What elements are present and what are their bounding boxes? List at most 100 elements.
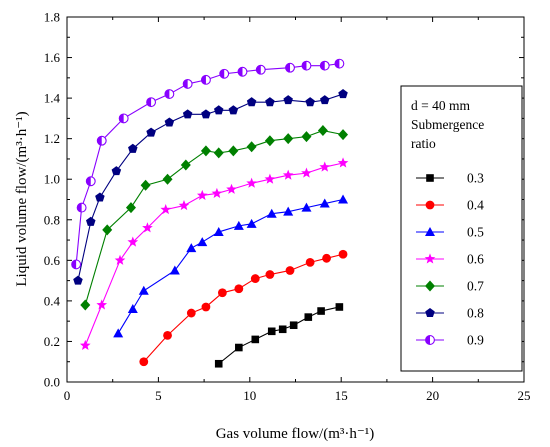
- data-point: [139, 357, 149, 367]
- series-0.7: [80, 125, 349, 311]
- series-0.9: [71, 58, 345, 270]
- legend-marker: [425, 308, 435, 318]
- data-point: [246, 97, 257, 107]
- data-point: [201, 302, 211, 312]
- data-point: [264, 135, 275, 147]
- data-point: [102, 224, 113, 236]
- data-point: [301, 131, 312, 143]
- legend-entry: 0.7: [416, 279, 484, 294]
- data-point: [338, 129, 349, 141]
- legend-marker: [425, 227, 435, 236]
- data-point: [255, 64, 266, 75]
- x-tick-label: 25: [518, 388, 531, 403]
- legend-label: 0.9: [467, 333, 484, 348]
- data-point: [169, 265, 180, 275]
- series-0.4: [139, 249, 348, 367]
- data-point: [71, 259, 82, 270]
- data-point: [213, 147, 224, 159]
- data-point: [95, 192, 105, 202]
- y-tick-label: 0.6: [44, 253, 61, 268]
- data-point: [265, 270, 275, 279]
- data-point: [301, 167, 312, 178]
- data-point: [234, 284, 244, 294]
- data-point: [289, 321, 298, 330]
- data-point: [211, 187, 223, 198]
- legend-marker: [425, 335, 435, 345]
- data-point: [251, 335, 260, 344]
- legend-marker: [426, 174, 434, 182]
- legend-label: 0.6: [467, 252, 484, 267]
- data-point: [301, 202, 312, 212]
- legend-title-line: Submergence: [411, 117, 484, 132]
- series-0.5: [113, 194, 349, 338]
- data-point: [164, 117, 175, 127]
- series-line: [84, 129, 344, 306]
- y-axis-label: Liquid volume flow/(m³·h⁻¹): [14, 111, 30, 286]
- data-point: [73, 275, 83, 285]
- data-point: [228, 145, 239, 157]
- data-point: [264, 173, 276, 184]
- data-point: [186, 308, 196, 318]
- data-point: [200, 145, 211, 157]
- data-point: [304, 313, 313, 321]
- data-point: [319, 60, 330, 71]
- data-point: [283, 133, 294, 145]
- data-point: [266, 208, 277, 218]
- data-point: [182, 109, 193, 119]
- y-tick-label: 0.4: [44, 293, 61, 308]
- data-point: [164, 89, 175, 100]
- data-point: [186, 243, 197, 253]
- data-point: [142, 222, 153, 233]
- x-tick-label: 5: [155, 388, 162, 403]
- legend-label: 0.5: [467, 225, 484, 240]
- legend-entry: 0.4: [416, 198, 484, 213]
- data-point: [319, 161, 331, 172]
- data-point: [111, 166, 122, 176]
- legend-entry: 0.8: [416, 306, 484, 321]
- data-point: [285, 62, 295, 73]
- data-point: [317, 125, 328, 137]
- data-point: [196, 189, 208, 200]
- data-point: [213, 226, 224, 236]
- x-tick-label: 10: [243, 388, 256, 403]
- legend-title-line: ratio: [411, 136, 436, 151]
- data-point: [178, 199, 190, 211]
- series-0.8: [73, 89, 348, 285]
- series-line: [75, 63, 340, 265]
- data-point: [182, 78, 193, 89]
- data-point: [319, 198, 330, 208]
- data-point: [228, 105, 239, 115]
- legend-label: 0.7: [467, 279, 484, 294]
- data-point: [197, 237, 208, 247]
- data-point: [128, 143, 138, 153]
- y-tick-label: 1.2: [44, 131, 60, 146]
- data-point: [86, 216, 96, 226]
- data-point: [162, 173, 173, 185]
- x-tick-label: 20: [426, 388, 439, 403]
- data-point: [200, 74, 211, 85]
- data-point: [338, 89, 348, 99]
- legend-marker: [424, 253, 436, 264]
- data-point: [233, 220, 244, 230]
- data-point: [285, 266, 295, 275]
- data-point: [146, 127, 156, 137]
- data-point: [235, 343, 243, 352]
- series-0.3: [214, 303, 344, 368]
- data-point: [305, 97, 315, 107]
- data-point: [337, 157, 349, 168]
- x-tick-label: 15: [335, 388, 348, 403]
- x-axis-label: Gas volume flow/(m³·h⁻¹): [216, 426, 375, 442]
- series-line: [218, 306, 340, 365]
- data-point: [335, 303, 344, 311]
- data-point: [283, 95, 293, 105]
- data-point: [226, 183, 237, 194]
- data-point: [267, 327, 276, 336]
- data-point: [214, 359, 223, 368]
- data-point: [301, 60, 312, 71]
- y-tick-label: 1.8: [44, 10, 60, 25]
- data-point: [282, 169, 294, 180]
- data-point: [85, 176, 96, 187]
- data-point: [213, 105, 224, 115]
- data-point: [305, 257, 315, 267]
